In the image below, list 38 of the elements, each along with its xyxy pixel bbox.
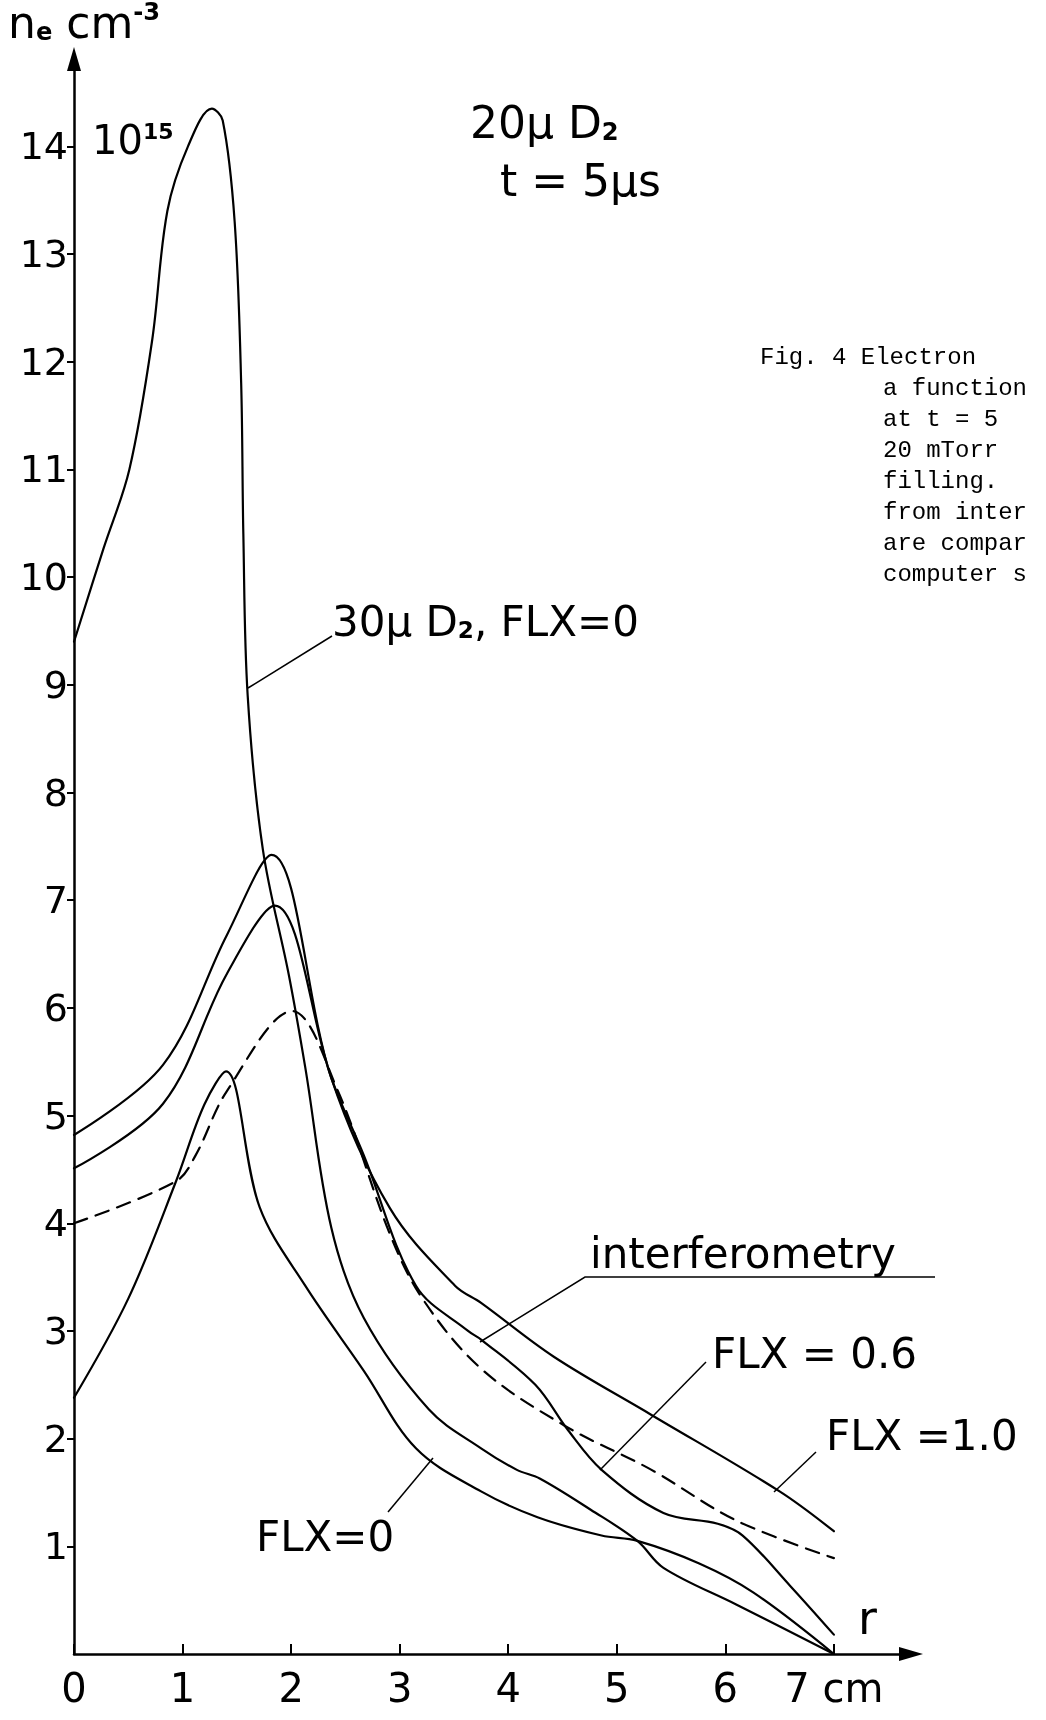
x-tick-label: 3	[386, 1665, 413, 1711]
y-tick-label: 6	[43, 985, 68, 1030]
y-tick-label: 11	[19, 447, 68, 492]
y-tick-label: 9	[43, 662, 68, 707]
text: interferometry	[590, 1228, 896, 1278]
y-tick-label: 5	[43, 1093, 68, 1138]
annotation: 20 mTorr	[883, 436, 999, 464]
text: 30μ D2, FLX=0	[332, 596, 639, 646]
y-tick-label: 3	[43, 1308, 68, 1353]
x-tick-label: 0	[61, 1665, 87, 1711]
y-tick-label: 12	[19, 339, 68, 384]
annotation: from inter	[883, 498, 1028, 526]
y-tick-label: 13	[19, 232, 68, 277]
annotation: are compar	[883, 529, 1028, 557]
annotation: Fig. 4 Electron	[760, 343, 977, 371]
y-tick-label: 8	[43, 770, 68, 815]
annotation: at t = 5	[883, 405, 999, 433]
y-tick-label: 7	[43, 878, 68, 923]
x-tick-label: 1	[169, 1665, 196, 1711]
text: 20μ D2	[470, 96, 619, 148]
x-tick-label: 2	[278, 1665, 304, 1711]
x-tick-label: 6	[712, 1665, 739, 1711]
x-tick-label: 5	[604, 1665, 630, 1711]
y-tick-label: 1	[43, 1524, 68, 1569]
y-tick-label: 10	[19, 555, 68, 600]
annotation: computer s	[883, 560, 1028, 588]
series-label: FLX =1.0	[826, 1410, 1018, 1460]
legend-label: FLX=0	[256, 1511, 395, 1561]
annotation: filling.	[883, 467, 999, 495]
annotation: a function	[883, 374, 1028, 402]
y-tick-label: 2	[43, 1416, 68, 1461]
x-tick-label: 7 cm	[784, 1665, 884, 1711]
x-tick-label: 4	[495, 1665, 521, 1711]
y-tick-label: 4	[43, 1201, 68, 1246]
text: t = 5μs	[500, 154, 662, 206]
text: FLX = 0.6	[712, 1328, 918, 1378]
x-axis-title: r	[858, 1591, 877, 1645]
y-tick-label: 14	[19, 124, 68, 169]
